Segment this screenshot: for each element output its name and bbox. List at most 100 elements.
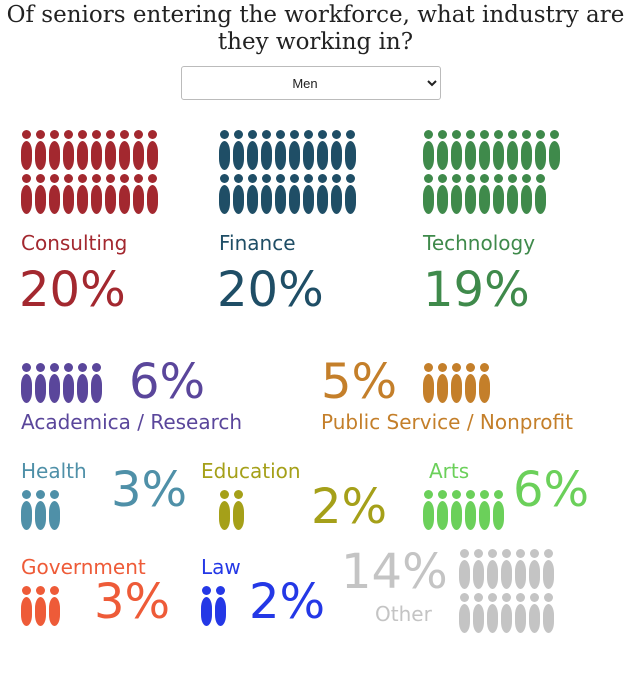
- other-percent: 14%: [341, 544, 448, 600]
- person-icon: [331, 174, 342, 214]
- person-icon: [77, 363, 88, 403]
- person-icon: [91, 363, 102, 403]
- person-icon: [105, 130, 116, 170]
- law-icon-grid: [201, 586, 226, 626]
- person-icon: [437, 490, 448, 530]
- person-icon: [233, 130, 244, 170]
- person-icon: [501, 593, 512, 633]
- person-icon: [451, 174, 462, 214]
- person-icon: [479, 174, 490, 214]
- finance-icon-grid: [219, 130, 356, 214]
- public-service-icon-grid: [423, 363, 490, 403]
- government-icon-grid: [21, 586, 60, 626]
- person-icon: [91, 174, 102, 214]
- person-icon: [345, 130, 356, 170]
- person-icon: [233, 490, 244, 530]
- person-icon: [529, 549, 540, 589]
- law-label: Law: [201, 555, 241, 579]
- person-icon: [147, 174, 158, 214]
- person-icon: [493, 174, 504, 214]
- person-icon: [451, 130, 462, 170]
- person-icon: [515, 549, 526, 589]
- person-icon: [119, 174, 130, 214]
- academica-label: Academica / Research: [21, 410, 243, 434]
- person-icon: [493, 130, 504, 170]
- person-icon: [49, 363, 60, 403]
- page-title: Of seniors entering the workforce, what …: [6, 2, 625, 55]
- arts-icon-grid: [423, 490, 504, 530]
- person-icon: [473, 549, 484, 589]
- person-icon: [219, 490, 230, 530]
- person-icon: [21, 130, 32, 170]
- person-icon: [479, 130, 490, 170]
- person-icon: [219, 130, 230, 170]
- person-icon: [21, 586, 32, 626]
- public-service-label: Public Service / Nonprofit: [321, 410, 573, 434]
- person-icon: [303, 130, 314, 170]
- person-icon: [49, 586, 60, 626]
- person-icon: [49, 174, 60, 214]
- person-icon: [507, 130, 518, 170]
- person-icon: [35, 586, 46, 626]
- person-icon: [49, 490, 60, 530]
- person-icon: [437, 130, 448, 170]
- person-icon: [91, 130, 102, 170]
- person-icon: [133, 174, 144, 214]
- person-icon: [331, 130, 342, 170]
- person-icon: [35, 130, 46, 170]
- person-icon: [147, 130, 158, 170]
- consulting-percent: 20%: [19, 262, 126, 318]
- person-icon: [21, 490, 32, 530]
- person-icon: [543, 549, 554, 589]
- technology-label: Technology: [423, 231, 536, 255]
- person-icon: [21, 363, 32, 403]
- person-icon: [275, 174, 286, 214]
- person-icon: [63, 174, 74, 214]
- person-icon: [423, 174, 434, 214]
- person-icon: [535, 174, 546, 214]
- person-icon: [289, 174, 300, 214]
- health-label: Health: [21, 459, 87, 483]
- person-icon: [247, 174, 258, 214]
- finance-label: Finance: [219, 231, 296, 255]
- person-icon: [507, 174, 518, 214]
- person-icon: [105, 174, 116, 214]
- person-icon: [49, 130, 60, 170]
- person-icon: [21, 174, 32, 214]
- other-label: Other: [375, 602, 432, 626]
- person-icon: [201, 586, 212, 626]
- education-label: Education: [201, 459, 301, 483]
- gender-select[interactable]: Men: [181, 66, 441, 100]
- person-icon: [133, 130, 144, 170]
- government-percent: 3%: [94, 574, 171, 630]
- arts-percent: 6%: [513, 462, 590, 518]
- law-percent: 2%: [249, 574, 326, 630]
- person-icon: [473, 593, 484, 633]
- person-icon: [451, 363, 462, 403]
- education-percent: 2%: [311, 479, 388, 535]
- person-icon: [77, 174, 88, 214]
- person-icon: [451, 490, 462, 530]
- person-icon: [479, 363, 490, 403]
- technology-icon-grid: [423, 130, 560, 214]
- government-label: Government: [21, 555, 146, 579]
- person-icon: [35, 174, 46, 214]
- person-icon: [465, 363, 476, 403]
- person-icon: [487, 593, 498, 633]
- person-icon: [437, 174, 448, 214]
- person-icon: [493, 490, 504, 530]
- academica-icon-grid: [21, 363, 102, 403]
- person-icon: [437, 363, 448, 403]
- person-icon: [459, 549, 470, 589]
- person-icon: [289, 130, 300, 170]
- person-icon: [423, 490, 434, 530]
- person-icon: [119, 130, 130, 170]
- person-icon: [261, 174, 272, 214]
- person-icon: [275, 130, 286, 170]
- other-icon-grid: [459, 549, 554, 633]
- technology-percent: 19%: [423, 262, 530, 318]
- health-icon-grid: [21, 490, 60, 530]
- person-icon: [35, 363, 46, 403]
- person-icon: [317, 174, 328, 214]
- person-icon: [63, 130, 74, 170]
